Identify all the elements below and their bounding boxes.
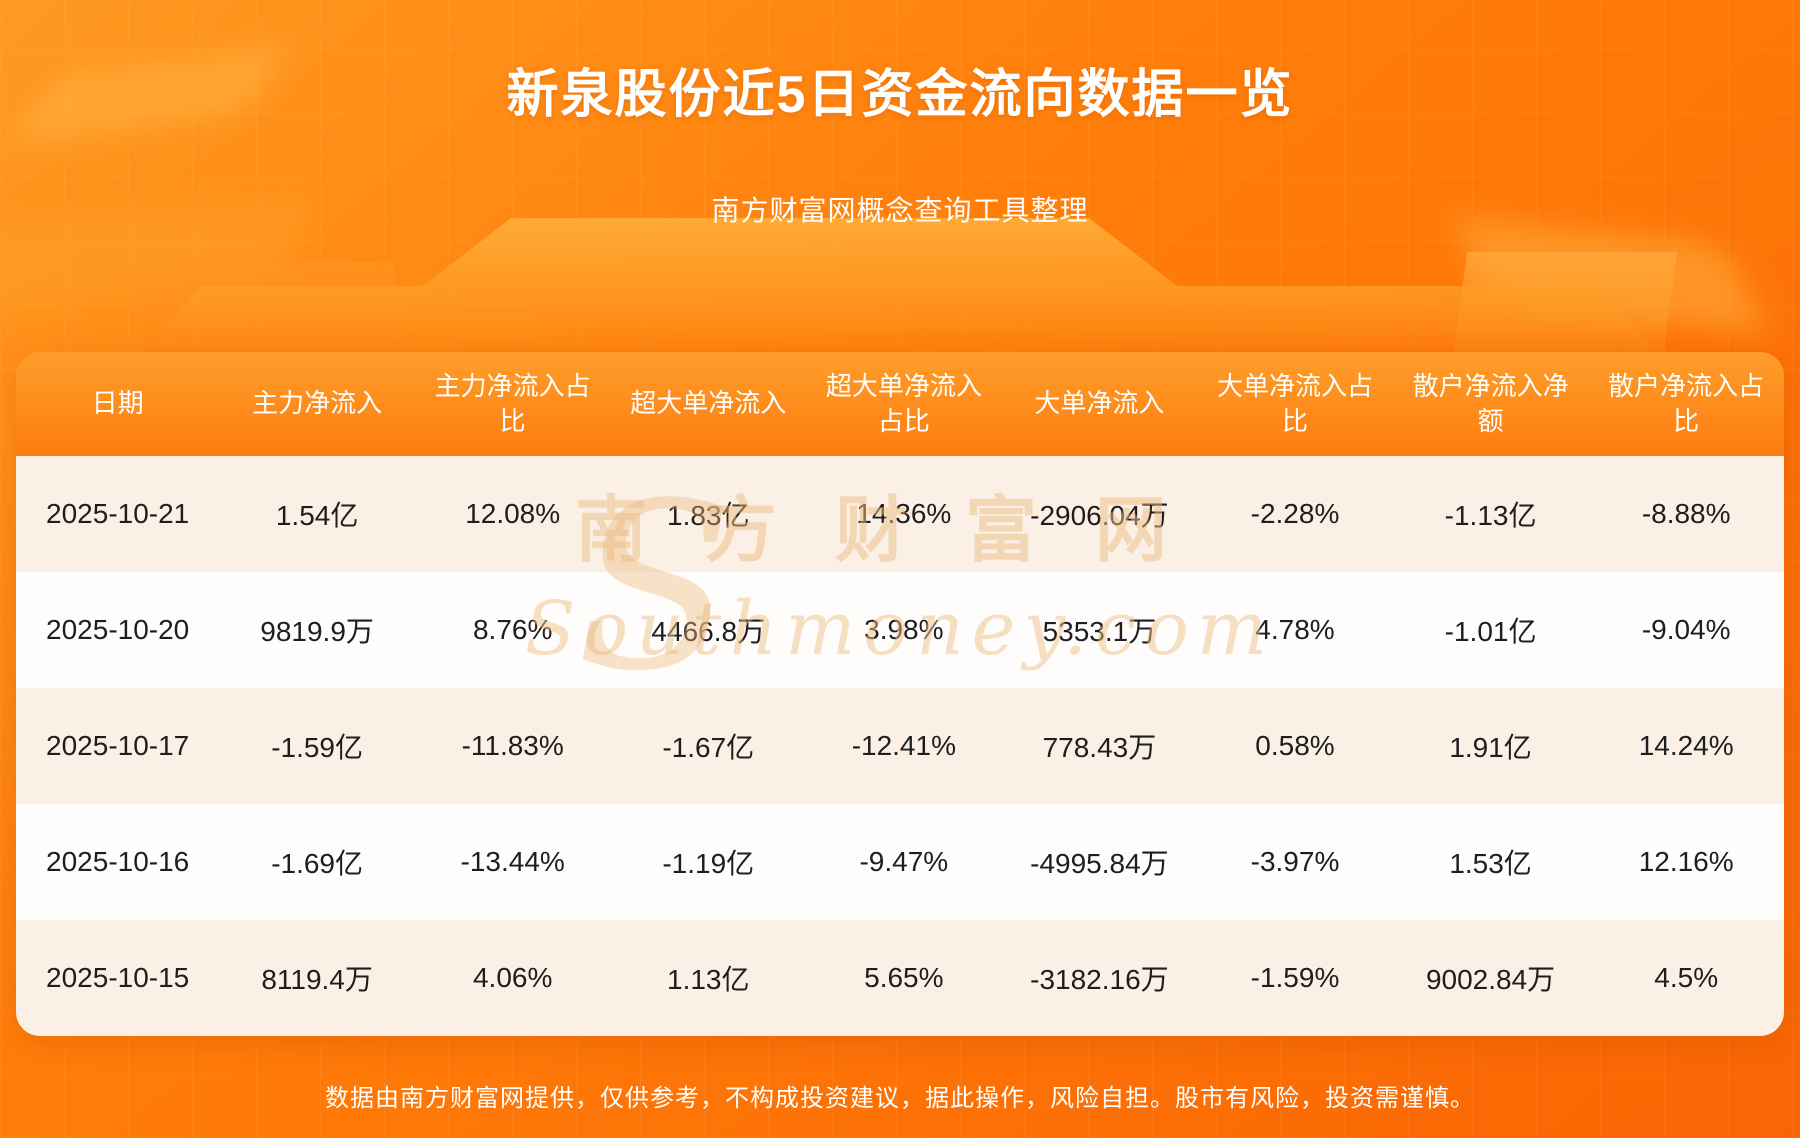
column-header: 主力净流入占比	[414, 352, 611, 456]
column-header: 大单净流入占比	[1197, 352, 1393, 456]
value-cell: 4.06%	[472, 962, 553, 993]
column-header: 主力净流入	[219, 352, 415, 456]
value-cell: 14.24%	[1638, 730, 1734, 761]
value-cell: -8.88%	[1641, 498, 1731, 529]
value-cell: 8.76%	[472, 614, 553, 645]
date-cell: 2025-10-20	[46, 614, 190, 645]
value-cell: -11.83%	[461, 730, 564, 761]
disclaimer-text: 数据由南方财富网提供，仅供参考，不构成投资建议，据此操作，风险自担。股市有风险，…	[325, 1085, 1475, 1112]
value-cell: -1.19亿	[662, 848, 755, 879]
date-cell: 2025-10-16	[46, 846, 190, 877]
value-cell: -4995.84万	[1030, 848, 1169, 879]
value-cell: 12.16%	[1638, 846, 1734, 877]
value-cell: 3.98%	[864, 614, 944, 645]
decor-streak-right	[1451, 216, 1769, 334]
decor-podium-cube-left	[133, 262, 407, 356]
decor-podium-base	[140, 286, 1660, 356]
page-subtitle: 南方财富网概念查询工具整理	[711, 195, 1089, 226]
value-cell: -2906.04万	[1030, 500, 1169, 531]
value-cell: 8119.4万	[261, 964, 373, 995]
value-cell: -1.59%	[1250, 962, 1340, 993]
column-header: 散户净流入占比	[1588, 352, 1784, 456]
value-cell: 9002.84万	[1425, 964, 1556, 995]
value-cell: 4466.8万	[651, 616, 766, 647]
value-cell: 1.53亿	[1449, 848, 1532, 879]
table-row: 2025-10-17 -1.59亿 -11.83% -1.67亿 -12.41% 778.…	[16, 688, 1784, 804]
value-cell: -9.47%	[859, 846, 949, 877]
value-cell: 4.5%	[1654, 962, 1719, 993]
value-cell: 9819.9万	[260, 616, 374, 647]
value-cell: 1.54亿	[275, 500, 359, 531]
value-cell: -3182.16万	[1030, 964, 1169, 995]
fund-flow-table-container: 日期 主力净流入 主力净流入占比 超大单净流入 超大单净流入占比 大单净流入 大单净流入占比…	[16, 352, 1784, 1036]
value-cell: 14.36%	[856, 498, 952, 529]
column-header: 大单净流入	[1001, 352, 1198, 456]
value-cell: 4.78%	[1255, 614, 1335, 645]
table-row: 2025-10-20 9819.9万 8.76% 4466.8万 3.98% 5353.1…	[16, 572, 1784, 688]
value-cell: -12.41%	[851, 730, 956, 761]
table-header-row: 日期 主力净流入 主力净流入占比 超大单净流入 超大单净流入占比 大单净流入 大单净流入占比…	[16, 352, 1784, 456]
value-cell: 5353.1万	[1042, 616, 1157, 647]
value-cell: 12.08%	[465, 498, 561, 529]
value-cell: 5.65%	[864, 962, 944, 993]
date-cell: 2025-10-15	[46, 962, 190, 993]
decor-podium-cube-right	[1452, 252, 1678, 356]
value-cell: 1.13亿	[667, 964, 750, 995]
table-body: 2025-10-21 1.54亿 12.08% 1.83亿 14.36% -2906.04…	[16, 456, 1784, 1036]
table-row: 2025-10-16 -1.69亿 -13.44% -1.19亿 -9.47% -4995…	[16, 804, 1784, 920]
value-cell: -1.01亿	[1444, 616, 1537, 647]
column-header: 日期	[16, 352, 220, 456]
table-row: 2025-10-15 8119.4万 4.06% 1.13亿 5.65% -3182.16…	[16, 920, 1784, 1036]
value-cell: 1.83亿	[667, 500, 750, 531]
column-header: 超大单净流入	[610, 352, 807, 456]
value-cell: -1.67亿	[662, 732, 755, 763]
date-cell: 2025-10-17	[46, 730, 190, 761]
value-cell: 1.91亿	[1449, 732, 1532, 763]
value-cell: -3.97%	[1250, 846, 1340, 877]
page-header: 新泉股份近5日资金流向数据一览 南方财富网概念查询工具整理	[0, 0, 1800, 229]
value-cell: -1.59亿	[271, 732, 364, 763]
page-title: 新泉股份近5日资金流向数据一览	[506, 66, 1294, 124]
fund-flow-table: 日期 主力净流入 主力净流入占比 超大单净流入 超大单净流入占比 大单净流入 大单净流入占比…	[16, 352, 1784, 1036]
value-cell: -13.44%	[460, 846, 565, 877]
column-header: 超大单净流入占比	[806, 352, 1002, 456]
value-cell: -2.28%	[1250, 498, 1340, 529]
page-footer: 数据由南方财富网提供，仅供参考，不构成投资建议，据此操作，风险自担。股市有风险，…	[0, 1078, 1800, 1113]
value-cell: 778.43万	[1042, 732, 1157, 763]
value-cell: -1.69亿	[271, 848, 364, 879]
table-row: 2025-10-21 1.54亿 12.08% 1.83亿 14.36% -2906.04…	[16, 456, 1784, 572]
value-cell: 0.58%	[1255, 730, 1335, 761]
date-cell: 2025-10-21	[46, 498, 190, 529]
value-cell: -9.04%	[1641, 614, 1731, 645]
value-cell: -1.13亿	[1444, 500, 1537, 531]
column-header: 散户净流入净额	[1392, 352, 1589, 456]
